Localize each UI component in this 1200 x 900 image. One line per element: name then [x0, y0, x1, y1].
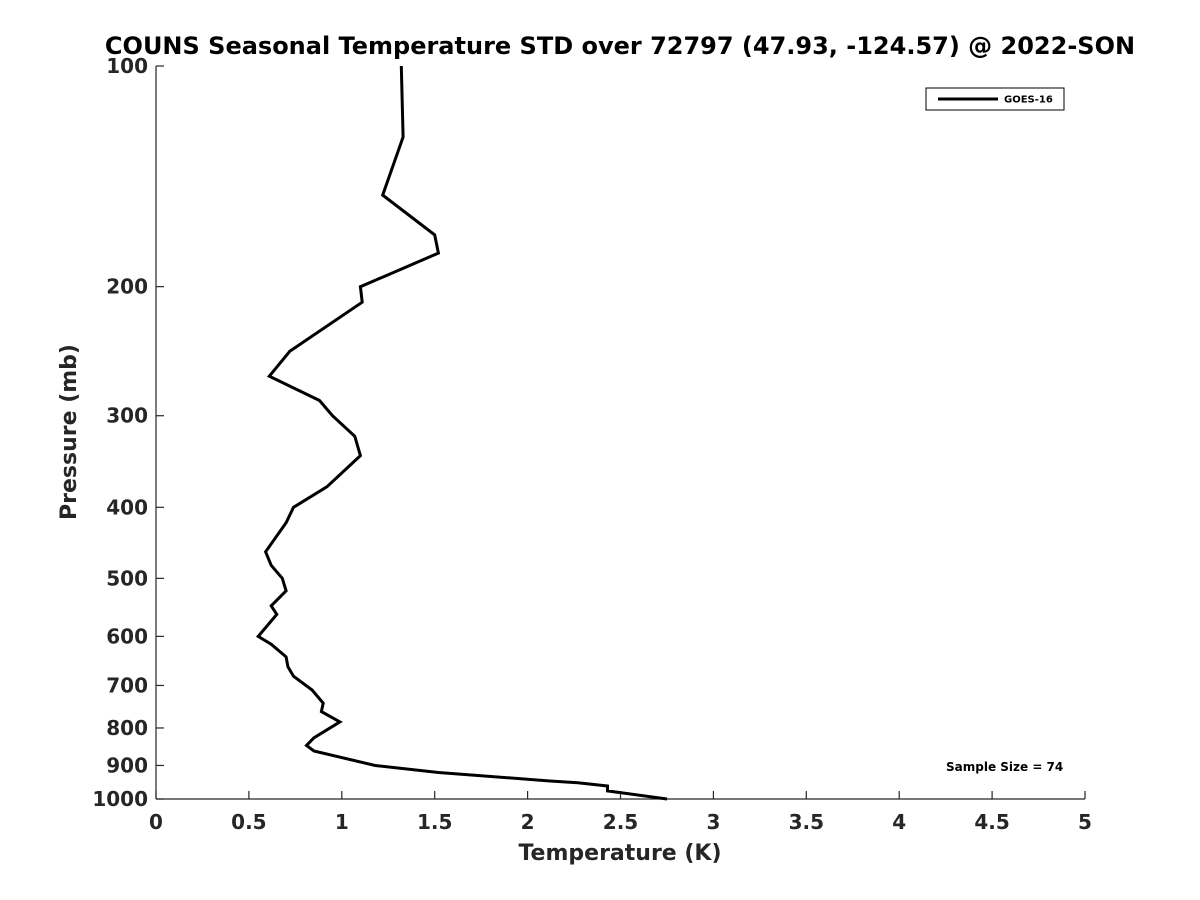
x-tick-label: 3	[706, 810, 720, 834]
x-tick-label: 0	[149, 810, 163, 834]
y-tick-label: 100	[106, 54, 148, 78]
y-tick-label: 200	[106, 275, 148, 299]
sample-size-annotation: Sample Size = 74	[946, 760, 1063, 774]
x-tick-label: 1	[335, 810, 349, 834]
y-tick-label: 400	[106, 495, 148, 519]
chart-title: COUNS Seasonal Temperature STD over 7279…	[105, 32, 1135, 60]
x-tick-label: 0.5	[231, 810, 266, 834]
x-axis-ticks: 0 0.5 1 1.5 2 2.5 3 3.5 4 4.5 5	[149, 791, 1092, 834]
x-tick-label: 5	[1078, 810, 1092, 834]
x-tick-label: 2.5	[603, 810, 638, 834]
x-axis-label: Temperature (K)	[518, 841, 721, 866]
legend: GOES-16	[925, 87, 1065, 111]
y-tick-label: 900	[106, 753, 148, 777]
series-line-goes-16	[255, 65, 668, 801]
x-tick-label: 1.5	[417, 810, 452, 834]
y-tick-label: 300	[106, 404, 148, 428]
y-axis-ticks: 100 200 300 400 500 600 700 800 900 1000	[92, 54, 164, 811]
x-tick-label: 3.5	[789, 810, 824, 834]
y-tick-label: 600	[106, 624, 148, 648]
x-tick-label: 2	[521, 810, 535, 834]
series-layer	[255, 65, 668, 801]
x-tick-label: 4.5	[974, 810, 1009, 834]
legend-label: GOES-16	[1004, 95, 1053, 106]
y-tick-label: 500	[106, 566, 148, 590]
y-tick-label: 1000	[92, 787, 148, 811]
x-tick-label: 4	[892, 810, 906, 834]
y-tick-label: 800	[106, 716, 148, 740]
y-tick-label: 700	[106, 673, 148, 697]
y-axis-label: Pressure (mb)	[57, 344, 82, 520]
